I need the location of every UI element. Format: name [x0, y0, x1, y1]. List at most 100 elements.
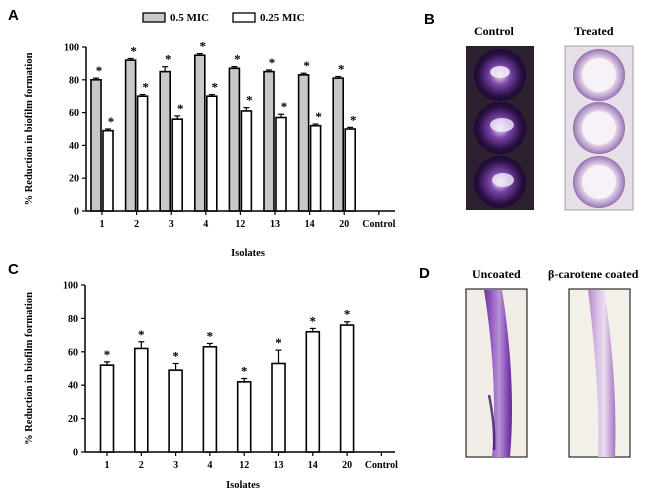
significance-star: *: [200, 39, 207, 54]
y-tick-label: 80: [69, 75, 79, 86]
significance-star: *: [303, 58, 310, 73]
bar: [171, 118, 183, 212]
significance-star: *: [177, 101, 184, 116]
bar: [134, 347, 149, 453]
bar: [99, 364, 115, 453]
x-tick-label: 20: [339, 219, 349, 230]
legend-label: 0.25 MIC: [260, 12, 305, 24]
bar: [228, 67, 241, 212]
x-tick-label: Control: [365, 460, 398, 471]
photo-b-control-label: Control: [474, 24, 514, 38]
x-tick-label: 13: [274, 460, 284, 471]
y-tick-label: 100: [64, 43, 79, 54]
significance-star: *: [275, 335, 282, 350]
treated-wells: [573, 49, 625, 208]
significance-star: *: [269, 55, 276, 70]
bar: [240, 110, 253, 212]
bar: [168, 369, 183, 453]
x-tick-label: Control: [362, 219, 395, 230]
control-wells: [474, 49, 526, 208]
significance-star: *: [241, 364, 248, 379]
y-tick-label: 60: [68, 347, 78, 358]
x-tick-label: 2: [139, 460, 144, 471]
y-tick-label: 0: [74, 207, 79, 218]
y-tick-label: 20: [69, 174, 79, 185]
panel-letter-d: D: [419, 265, 430, 282]
y-axis-label: % Reduction in biofilm formation: [24, 52, 35, 205]
significance-star: *: [130, 43, 137, 58]
significance-star: *: [212, 80, 219, 95]
x-tick-label: 2: [134, 219, 139, 230]
bar: [263, 70, 275, 212]
bar: [102, 129, 114, 212]
y-tick-label: 40: [68, 381, 78, 392]
photo-d: Uncoated β-carotene coated: [465, 267, 639, 458]
y-tick-label: 80: [68, 314, 78, 325]
x-tick-label: 3: [169, 219, 174, 230]
significance-star: *: [104, 347, 111, 362]
bar: [206, 95, 218, 212]
significance-star: *: [138, 327, 145, 342]
x-tick-label: 1: [100, 219, 105, 230]
bar: [344, 128, 357, 212]
y-tick-label: 40: [69, 141, 79, 152]
photo-d-uncoated-label: Uncoated: [472, 267, 521, 281]
x-tick-label: 1: [105, 460, 110, 471]
panel-letter-c: C: [8, 261, 19, 278]
y-tick-label: 100: [63, 281, 78, 292]
x-tick-label: 3: [173, 460, 178, 471]
significance-star: *: [246, 93, 253, 108]
bar: [202, 345, 218, 453]
bar: [297, 74, 310, 212]
significance-star: *: [310, 313, 317, 328]
significance-star: *: [338, 62, 345, 77]
bar: [124, 59, 137, 212]
significance-star: *: [234, 52, 241, 67]
significance-star: *: [96, 63, 103, 78]
significance-star: *: [172, 348, 179, 363]
bar: [309, 124, 322, 212]
legend-label: 0.5 MIC: [170, 12, 209, 24]
bar: [90, 79, 102, 212]
bar: [305, 330, 321, 453]
photo-d-coated-label: β-carotene coated: [548, 267, 639, 281]
bar: [136, 95, 149, 212]
y-tick-label: 20: [68, 414, 78, 425]
photo-b-treated-label: Treated: [574, 24, 614, 38]
legend-swatch: [232, 12, 256, 23]
bar: [194, 54, 206, 212]
panel-letter-a: A: [8, 7, 19, 24]
x-tick-label: 12: [235, 219, 245, 230]
significance-star: *: [281, 99, 288, 114]
significance-star: *: [108, 114, 115, 129]
coated-catheter-tube: [588, 290, 616, 457]
x-tick-label: 4: [207, 460, 212, 471]
bar: [339, 324, 355, 453]
panel-letter-b: B: [424, 11, 435, 28]
significance-star: *: [344, 307, 351, 322]
significance-star: *: [207, 328, 214, 343]
y-tick-label: 0: [73, 448, 78, 459]
significance-star: *: [315, 109, 322, 124]
uncoated-catheter-tube: [484, 290, 513, 457]
bar: [271, 362, 286, 453]
x-tick-label: 13: [270, 219, 280, 230]
x-axis-label: Isolates: [226, 480, 260, 491]
significance-star: *: [165, 52, 172, 67]
photo-b: Control Treated: [466, 24, 634, 211]
x-tick-label: 4: [203, 219, 208, 230]
y-axis-label: % Reduction in biofilm formation: [24, 292, 35, 445]
bar: [275, 116, 287, 212]
y-tick-label: 60: [69, 108, 79, 119]
significance-star: *: [142, 80, 149, 95]
bar: [332, 77, 345, 212]
legend-swatch: [142, 12, 166, 23]
x-axis-label: Isolates: [231, 248, 265, 259]
x-tick-label: 12: [239, 460, 249, 471]
x-tick-label: 14: [305, 219, 315, 230]
significance-star: *: [350, 112, 357, 127]
bar: [236, 381, 252, 453]
x-tick-label: 14: [308, 460, 318, 471]
